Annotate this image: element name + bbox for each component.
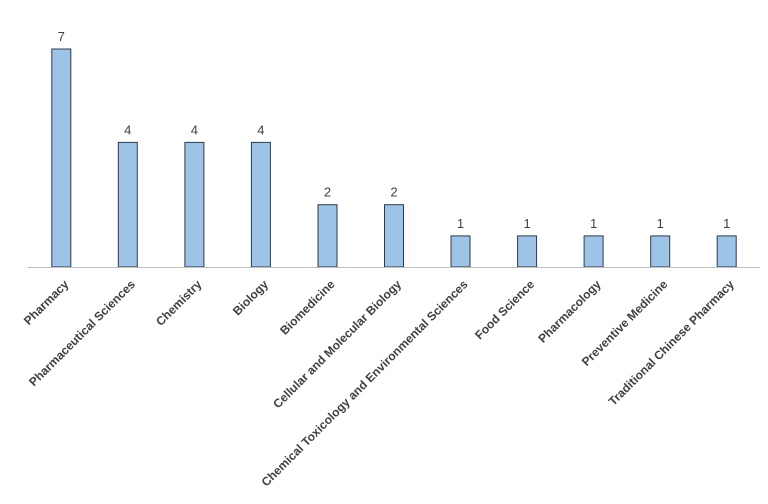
bar (117, 141, 138, 268)
data-label: 1 (523, 216, 530, 231)
value-labels-group: 7 4 4 4 2 2 1 1 1 1 1 (58, 29, 731, 231)
data-label: 1 (457, 216, 464, 231)
bar (384, 204, 404, 268)
x-tick-label: Traditional Chinese Pharmacy (606, 277, 737, 408)
bar (450, 235, 471, 268)
data-label: 4 (124, 122, 131, 137)
x-tick-label: Pharmacy (21, 277, 72, 328)
bar (716, 235, 737, 268)
bar (650, 235, 671, 268)
data-label: 1 (590, 216, 597, 231)
bar (51, 48, 72, 268)
x-tick-label: Cellular and Molecular Biology (270, 277, 404, 411)
bar (250, 141, 271, 268)
bar (517, 235, 538, 268)
x-tick-label: Biology (230, 277, 271, 318)
bar (583, 235, 604, 268)
data-label: 2 (390, 185, 397, 200)
data-label: 4 (257, 122, 264, 137)
data-label: 1 (723, 216, 730, 231)
data-label: 1 (657, 216, 664, 231)
bar (317, 204, 338, 268)
x-tick-label: Food Science (472, 277, 537, 342)
data-label: 7 (58, 29, 65, 44)
data-label: 2 (324, 185, 331, 200)
bar (184, 141, 205, 268)
bars-group (51, 48, 737, 268)
x-tick-label: Pharmacology (535, 277, 604, 346)
x-tick-label: Pharmaceutical Sciences (26, 277, 138, 389)
data-label: 4 (191, 122, 198, 137)
x-tick-label: Chemistry (153, 277, 205, 329)
x-tick-label: Biomedicine (277, 277, 338, 338)
